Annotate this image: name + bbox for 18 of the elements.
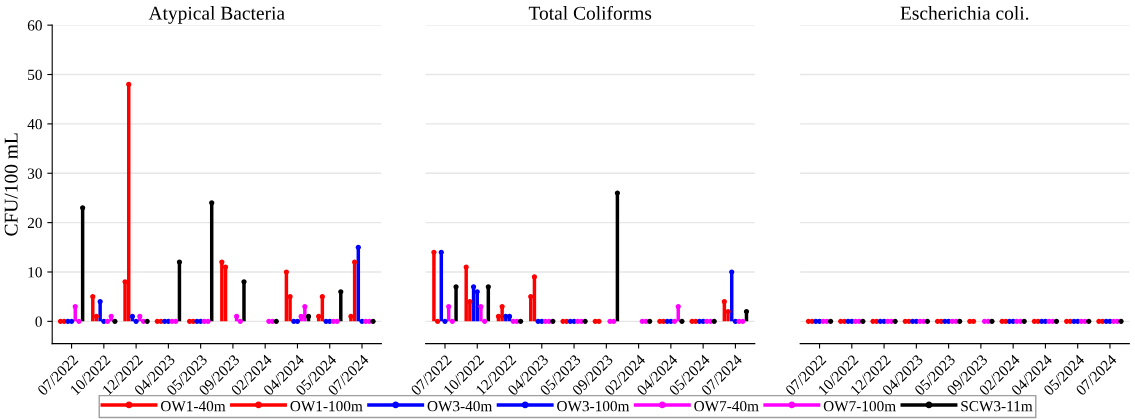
y-tick-label: 40 bbox=[27, 119, 42, 130]
legend-label: SCW3-11m bbox=[961, 401, 1033, 412]
chart-title: Total Coliforms bbox=[528, 5, 652, 20]
y-axis-title: CFU/100 mL bbox=[4, 133, 18, 236]
y-tick-label: 30 bbox=[27, 168, 42, 179]
legend-label: OW1-40m bbox=[160, 401, 226, 412]
y-tick-label: 0 bbox=[35, 316, 42, 327]
chart-title: Escherichia coli. bbox=[900, 6, 1029, 20]
legend-label: OW3-100m bbox=[557, 401, 630, 412]
legend-label: OW3-40m bbox=[427, 401, 493, 412]
y-tick-label: 10 bbox=[28, 267, 42, 278]
legend-label: OW7-40m bbox=[694, 401, 759, 412]
y-tick-label: 20 bbox=[27, 217, 42, 229]
legend-label: OW7-100m bbox=[823, 401, 896, 412]
y-tick-label: 60 bbox=[27, 20, 42, 31]
y-tick-label: 50 bbox=[28, 69, 42, 80]
legend-label: OW1-100m bbox=[290, 401, 363, 412]
chart-title: Atypical Bacteria bbox=[148, 6, 285, 24]
